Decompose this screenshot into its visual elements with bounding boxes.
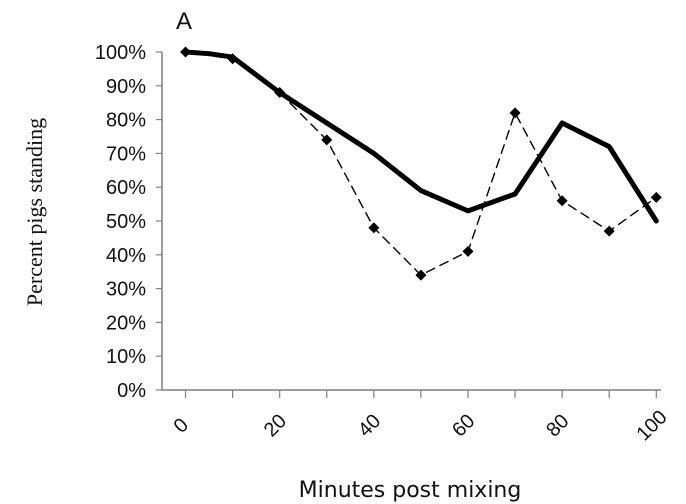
y-tick-label: 60% [106,177,146,199]
y-tick-label: 40% [106,245,146,267]
series-2-marker [556,195,568,207]
y-tick-label: 90% [106,76,146,98]
x-tick-label: 0 [170,414,193,437]
y-tick-label: 80% [106,110,146,132]
x-tick-label: 100 [632,406,671,445]
series-1-line [183,49,659,224]
series-2-marker [368,222,380,234]
series-layer [180,46,662,281]
y-tick-label: 70% [106,143,146,165]
series-2-marker [274,87,286,99]
y-axis-label: Percent pigs standing [22,118,47,306]
y-tick-label: 10% [106,346,146,368]
y-tick-label: 0% [117,380,146,402]
y-tick-label: 20% [106,312,146,334]
panel-label: A [176,8,192,35]
x-tick-label: 20 [260,410,291,441]
y-tick-label: 50% [106,211,146,233]
x-tick-label: 80 [542,410,573,441]
labels: A Percent pigs standing Minutes post mix… [22,8,521,503]
series-2-line [184,51,657,276]
x-axis-label: Minutes post mixing [299,478,522,503]
series-2-marker [603,225,615,237]
series-2-marker [227,53,239,65]
series-2-marker [462,245,474,257]
x-tick-label: 60 [448,410,479,441]
y-tick-label: 100% [95,42,146,64]
series-2-marker [509,107,521,119]
y-tick-label: 30% [106,279,146,301]
series-2-marker [321,134,333,146]
axes: 0% 10% 20% 30% 40% 50% 60% 70% 80% 90% 100% 0 20 40 60… [95,42,672,445]
series-2-marker [650,191,662,203]
x-tick-label: 40 [354,410,385,441]
series-2-marker [180,46,192,58]
series-2-marker [415,269,427,281]
